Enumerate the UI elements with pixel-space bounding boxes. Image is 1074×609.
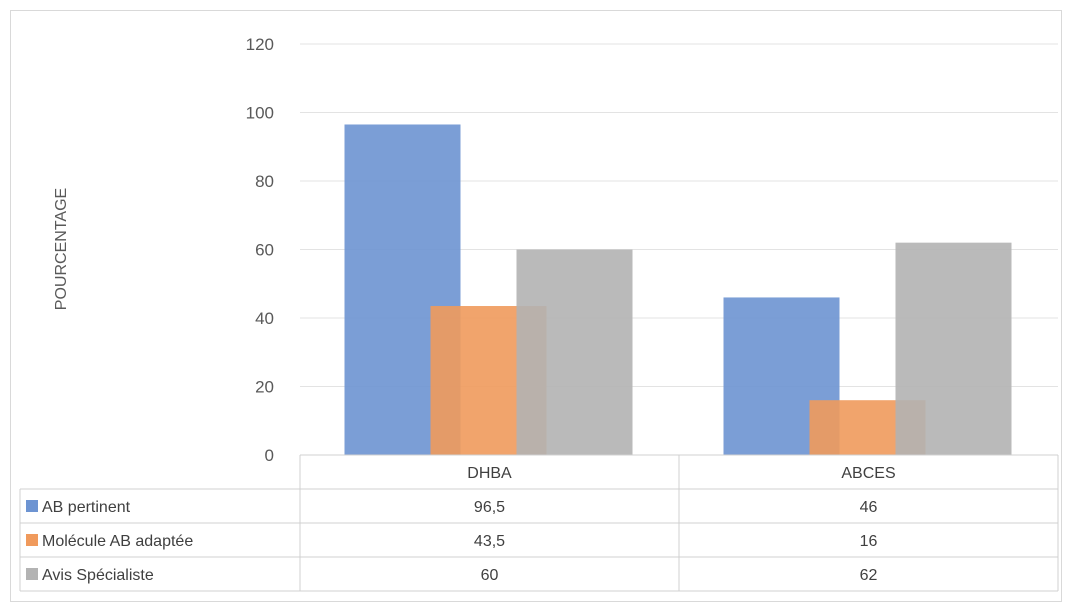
data-label-3-abces: 62 [860, 567, 878, 584]
bar-3-abces [895, 242, 1012, 455]
category-label-dhba: DHBA [467, 465, 512, 482]
category-label-abces: ABCES [841, 465, 895, 482]
y-tick-label: 20 [255, 378, 274, 397]
bars [344, 124, 1012, 456]
data-label-2-abces: 16 [860, 533, 878, 550]
data-label-2-dhba: 43,5 [474, 533, 505, 550]
y-tick-label: 60 [255, 241, 274, 260]
y-tick-label: 0 [265, 446, 274, 465]
legend-swatch-1 [26, 500, 38, 512]
y-axis-ticks: 0 20 40 60 80 100 120 [246, 35, 274, 465]
legend-swatch-2 [26, 534, 38, 546]
legend-label-3: Avis Spécialiste [42, 567, 154, 584]
y-tick-label: 80 [255, 172, 274, 191]
data-label-1-abces: 46 [860, 499, 878, 516]
bar-3-dhba [516, 249, 633, 455]
data-label-3-dhba: 60 [481, 567, 499, 584]
data-table: DHBA ABCES AB pertinent 96,5 46 Molécule AB a… [19, 454, 1059, 592]
y-tick-label: 100 [246, 104, 274, 123]
legend-swatch-3 [26, 568, 38, 580]
y-tick-label: 120 [246, 35, 274, 54]
data-label-1-dhba: 96,5 [474, 499, 505, 516]
legend-label-1: AB pertinent [42, 499, 131, 516]
y-tick-label: 40 [255, 309, 274, 328]
legend-label-2: Molécule AB adaptée [42, 533, 193, 550]
y-axis-label: POURCENTAGE [53, 188, 70, 310]
